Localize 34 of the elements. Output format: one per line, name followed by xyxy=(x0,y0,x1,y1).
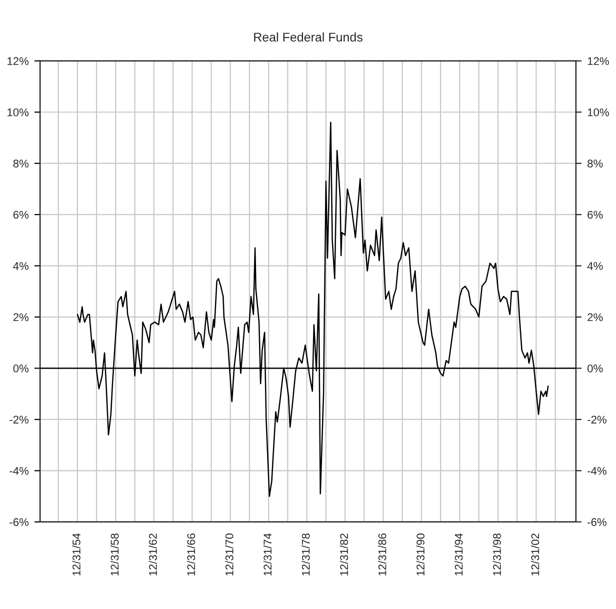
x-tick-label: 12/31/82 xyxy=(340,534,348,576)
y-tick-label: -6% xyxy=(10,518,29,526)
x-tick-label: 12/31/54 xyxy=(72,533,80,576)
y2-tick-label: -2% xyxy=(588,416,606,424)
y-tick-label: 2% xyxy=(13,313,29,322)
x-tick-label: 12/31/74 xyxy=(263,533,272,576)
y2-tick-label: 12% xyxy=(588,57,609,65)
y-tick-label: 6% xyxy=(13,210,29,219)
x-tick-label: 12/31/98 xyxy=(492,534,501,576)
y-tick-label: 12% xyxy=(8,57,29,65)
x-tick-label: 12/31/02 xyxy=(530,534,540,576)
y2-tick-label: 8% xyxy=(588,160,603,168)
x-tick-label: 12/31/86 xyxy=(378,534,386,576)
y-tick-label: 4% xyxy=(13,262,29,270)
y2-tick-label: 4% xyxy=(587,262,603,270)
x-tick-label: 12/31/58 xyxy=(110,534,119,576)
x-tick-label: 12/31/78 xyxy=(302,534,310,576)
x-tick-label: 12/31/66 xyxy=(186,534,196,576)
x-tick-label: 12/31/90 xyxy=(416,533,424,576)
y2-tick-label: 6% xyxy=(588,210,603,219)
y-tick-label: 0% xyxy=(13,364,29,372)
x-tick-label: 12/31/62 xyxy=(148,534,157,576)
y-tick-label: -2% xyxy=(10,416,29,424)
y2-tick-label: 2% xyxy=(588,313,603,322)
y-tick-label: -4% xyxy=(10,467,29,475)
y-tick-label: 8% xyxy=(13,160,29,168)
y2-tick-label: 0% xyxy=(588,364,603,372)
chart-title: Real Federal Funds xyxy=(254,32,362,42)
y2-tick-label: -4% xyxy=(588,467,606,475)
x-tick-label: 12/31/94 xyxy=(454,533,463,576)
x-tick-label: 12/31/70 xyxy=(225,533,234,576)
y2-tick-label: -6% xyxy=(588,518,606,526)
y2-tick-label: 10% xyxy=(588,108,609,116)
y-tick-label: 10% xyxy=(8,108,29,116)
